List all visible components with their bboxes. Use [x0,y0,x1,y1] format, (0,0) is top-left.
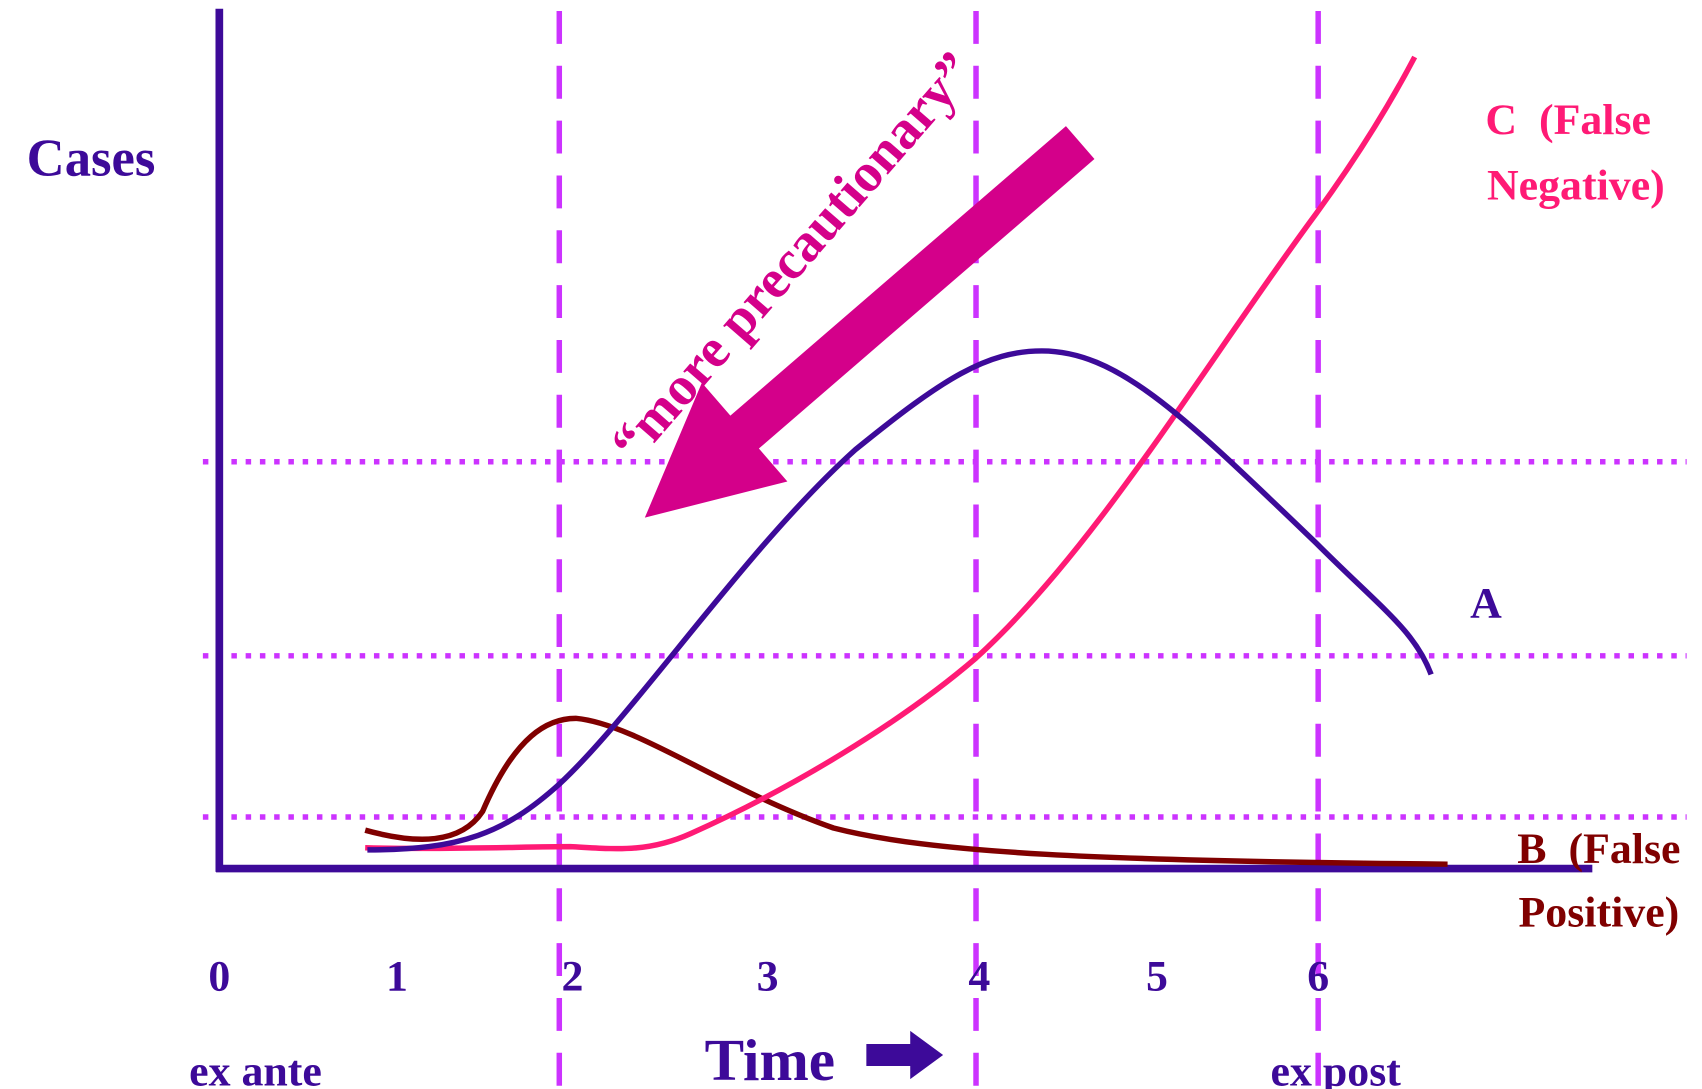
time-arrow [866,1030,944,1080]
x-tick-label: 5 [1146,952,1168,1000]
start-label: ex ante [189,1048,322,1089]
curve-a [367,348,1434,853]
x-axis-label: Time [705,1027,835,1089]
curve-label: Negative) [1487,162,1665,210]
threshold-lines [202,458,1687,820]
x-tick-label: 6 [1307,952,1329,1000]
x-tick-label: 1 [386,952,408,1000]
axes [215,8,1593,873]
y-axis-label: Cases [27,129,156,187]
curve-b [364,715,1448,867]
x-tick-label: 3 [757,952,779,1000]
end-label: ex post [1271,1048,1402,1089]
x-ticks: 0 1 2 3 4 5 6 [208,952,1329,1000]
curve-label: A [1470,579,1502,627]
curve-label: C (False [1485,96,1651,144]
x-tick-label: 2 [561,952,583,1000]
x-tick-label: 4 [968,952,990,1000]
curve-label: Positive) [1519,889,1680,937]
time-markers [556,10,1321,1089]
x-tick-label: 0 [208,952,230,1000]
curve-label: B (False [1517,825,1680,873]
curve-c [365,55,1418,852]
precaution-arrow [644,126,1095,518]
